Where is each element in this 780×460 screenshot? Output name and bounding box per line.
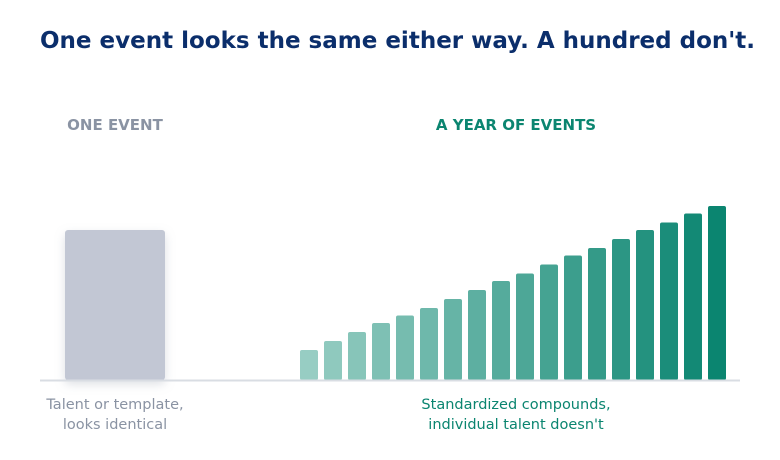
year-event-bar: [444, 299, 462, 380]
year-event-bar: [708, 206, 726, 380]
year-event-bar: [396, 315, 414, 380]
one-event-chart: [65, 230, 165, 380]
year-of-events-label: A YEAR OF EVENTS: [435, 116, 597, 134]
year-event-bar: [660, 222, 678, 380]
year-event-bar: [300, 350, 318, 380]
year-event-bar: [324, 341, 342, 380]
one-event-label: ONE EVENT: [67, 116, 163, 134]
one-event-caption-line-1: Talent or template,: [46, 397, 184, 413]
year-event-bar: [612, 239, 630, 380]
year-of-events-chart: [300, 206, 726, 380]
year-event-bar: [516, 273, 534, 380]
year-of-events-caption-line-1: Standardized compounds,: [421, 397, 611, 413]
year-event-bar: [636, 230, 654, 380]
year-event-bar: [540, 264, 558, 380]
chart-title: One event looks the same either way. A h…: [40, 28, 756, 54]
year-event-bar: [564, 255, 582, 380]
year-of-events-caption: Standardized compounds, individual talen…: [421, 395, 610, 435]
year-event-bar: [684, 213, 702, 380]
year-event-bar: [348, 332, 366, 380]
year-of-events-caption-line-2: individual talent doesn't: [428, 417, 604, 433]
one-event-caption-line-2: looks identical: [62, 417, 168, 433]
one-event-caption: Talent or template, looks identical: [46, 395, 183, 435]
year-event-bar: [588, 248, 606, 380]
year-event-bar: [372, 323, 390, 380]
year-event-bar: [420, 308, 438, 380]
year-event-bar: [468, 290, 486, 380]
one-event-bar: [65, 230, 165, 380]
year-event-bar: [492, 281, 510, 380]
